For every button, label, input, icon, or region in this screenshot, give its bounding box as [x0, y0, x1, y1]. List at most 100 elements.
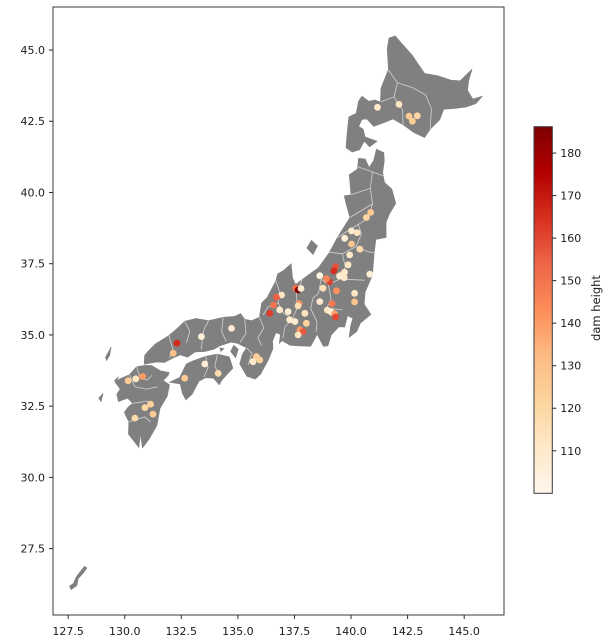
colorbar-axis-label: dam height — [589, 275, 603, 341]
y-tick-label: 27.5 — [21, 543, 46, 556]
dam-point — [139, 373, 147, 380]
prefecture-boundary — [380, 69, 398, 103]
dam-point — [348, 240, 355, 248]
dam-point — [409, 117, 416, 125]
dam-point — [303, 319, 310, 327]
dam-point — [149, 410, 157, 418]
colorbar-frame — [533, 126, 553, 494]
dam-point — [341, 234, 349, 242]
japan-landmass — [168, 353, 234, 401]
dam-point — [336, 272, 343, 280]
prefecture-boundary — [393, 96, 404, 125]
dam-point — [366, 270, 374, 278]
y-axis: 45.0 42.5 40.0 37.5 35.0 32.5 30.0 27.5 — [21, 44, 53, 556]
dam-point — [284, 308, 292, 315]
y-tick-label: 35.0 — [21, 329, 46, 342]
dam-point — [286, 316, 294, 324]
dam-point — [273, 293, 280, 301]
dam-point — [141, 404, 149, 411]
prefecture-boundary — [310, 279, 322, 333]
dam-point — [333, 287, 340, 295]
colorbar-tick-label: 140 — [560, 317, 581, 330]
japan-landmass — [98, 393, 104, 403]
x-tick-label: 130.0 — [109, 625, 141, 638]
dam-point — [351, 289, 358, 297]
y-tick-label: 32.5 — [21, 400, 46, 413]
japan-landmass — [306, 239, 318, 256]
dam-point — [181, 374, 189, 382]
japan-landmass — [230, 344, 239, 359]
dam-point — [169, 349, 177, 357]
prefecture-boundary — [246, 347, 253, 365]
dam-point — [374, 103, 381, 111]
prefecture-boundary — [350, 187, 371, 196]
dam-point — [395, 101, 403, 108]
dam-point — [344, 261, 352, 269]
dam-point — [363, 214, 370, 221]
dam-point — [299, 328, 307, 335]
plot-border — [52, 6, 505, 616]
colorbar: 110 120 130 140 150 160 170 180 dam height — [533, 126, 603, 494]
dam-point — [249, 358, 257, 366]
colorbar-gradient — [534, 126, 553, 494]
dam-point — [228, 325, 235, 332]
dam-point — [266, 309, 274, 317]
prefecture-boundary-layer — [128, 69, 432, 423]
dam-point — [346, 251, 354, 259]
dam-point — [278, 291, 285, 299]
y-tick-label: 42.5 — [21, 115, 46, 128]
prefecture-boundary — [239, 319, 247, 343]
dam-point — [173, 339, 181, 347]
y-tick-label: 40.0 — [21, 186, 46, 199]
japan-landmass — [114, 376, 120, 385]
dam-point — [316, 298, 324, 305]
dam-point — [276, 306, 284, 314]
colorbar-tick-label: 120 — [560, 402, 581, 415]
dam-point — [256, 356, 264, 364]
dam-point — [348, 227, 355, 235]
prefecture-boundary — [200, 320, 209, 350]
x-tick-label: 127.5 — [52, 625, 84, 638]
dam-point — [291, 318, 299, 325]
dam-point — [351, 298, 358, 306]
prefecture-boundary — [397, 82, 432, 130]
japan-landmass — [143, 148, 397, 380]
dam-point — [328, 300, 336, 307]
y-tick-label: 45.0 — [21, 44, 46, 57]
x-tick-label: 132.5 — [166, 625, 198, 638]
prefecture-boundary — [337, 224, 359, 238]
dam-point — [319, 284, 327, 292]
prefecture-boundary — [203, 356, 209, 378]
japan-landmass — [219, 347, 225, 353]
colorbar-tick-label: 110 — [560, 445, 581, 458]
colorbar-tick-label: 150 — [560, 275, 581, 288]
colorbar-tick-label: 160 — [560, 232, 581, 245]
dam-point — [341, 268, 348, 276]
landmass-layer — [69, 35, 484, 591]
dam-point — [214, 370, 222, 377]
dam-point — [367, 209, 375, 216]
dam-point — [301, 309, 309, 317]
dam-point — [294, 302, 302, 310]
colorbar-ticks: 110 120 130 140 150 160 170 180 — [552, 147, 581, 458]
japan-landmass — [69, 565, 88, 591]
dam-point — [316, 272, 324, 280]
dam-point — [124, 377, 132, 385]
dam-point — [201, 360, 209, 368]
colorbar-tick-label: 180 — [560, 147, 581, 160]
japan-landmass — [345, 35, 484, 153]
x-tick-label: 140.0 — [335, 625, 367, 638]
dam-point — [147, 400, 154, 408]
prefecture-boundary — [257, 317, 265, 346]
dam-point — [270, 301, 277, 309]
dam-point — [413, 112, 421, 120]
dam-point — [332, 313, 339, 321]
prefecture-boundary — [221, 317, 227, 342]
dam-point — [131, 414, 139, 422]
dam-point — [330, 267, 338, 275]
x-axis: 127.5 130.0 132.5 135.0 137.5 140.0 142.5 145.0 — [52, 615, 480, 638]
colorbar-tick-label: 170 — [560, 190, 581, 203]
prefecture-boundary — [184, 321, 191, 344]
